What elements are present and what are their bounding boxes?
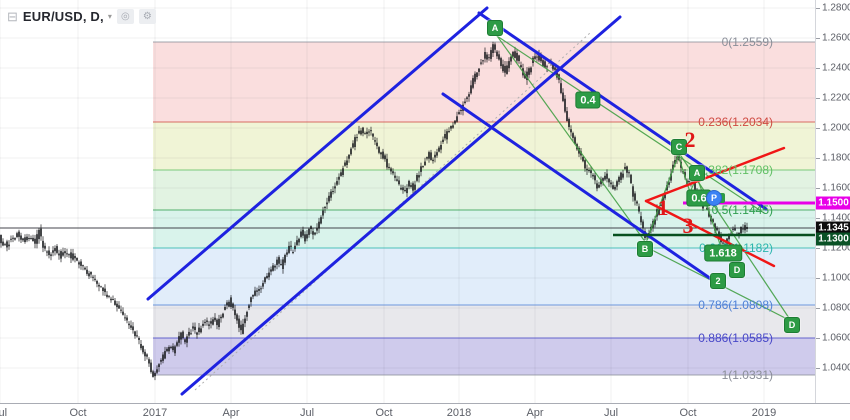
price-label-1.1500: 1.1500: [816, 196, 850, 210]
price-tick-label: 1.1000: [822, 272, 850, 284]
price-tick-mark: [816, 368, 820, 369]
price-tick-label: 1.2400: [822, 62, 850, 74]
price-tick-mark: [816, 248, 820, 249]
price-tick-mark: [816, 68, 820, 69]
price-tick-mark: [816, 188, 820, 189]
chevron-down-icon[interactable]: ▾: [107, 12, 112, 21]
symbol-legend[interactable]: ⊟ EUR/USD, D, ▾ ◎ ⚙: [7, 9, 156, 24]
price-tick-mark: [816, 158, 820, 159]
price-tick-mark: [816, 8, 820, 9]
wave-badge-a[interactable]: A: [487, 20, 503, 36]
descending-channel-lower[interactable]: [441, 92, 716, 283]
wedge-lower[interactable]: [644, 199, 776, 268]
fib-band-1: [153, 122, 815, 170]
pattern-line[interactable]: [645, 152, 680, 244]
red-wave-number-2[interactable]: 2: [684, 127, 696, 152]
time-tick-label: 2018: [446, 407, 472, 419]
price-tick-label: 1.2200: [822, 92, 850, 104]
fib-level-label[interactable]: 0.786(1.0808): [698, 298, 773, 312]
point-marker-p[interactable]: P: [706, 190, 722, 206]
ascending-channel-lower[interactable]: [180, 15, 622, 396]
red-wave-number-3[interactable]: 3: [682, 213, 694, 238]
wedge-upper[interactable]: [644, 146, 786, 203]
pattern-line[interactable]: [496, 35, 765, 214]
wave-badge-b[interactable]: B: [637, 241, 653, 257]
ascending-channel-upper[interactable]: [146, 6, 489, 301]
price-tick-mark: [816, 38, 820, 39]
price-label-1.1345: 1.1345: [816, 221, 850, 235]
wave-badge-2[interactable]: 2: [710, 273, 726, 289]
time-tick-label: Jul: [299, 407, 315, 419]
settings-gear-icon[interactable]: ⚙: [138, 9, 156, 24]
value-pill-0.4[interactable]: 0.4: [575, 91, 601, 109]
price-tick-label: 1.0400: [822, 362, 850, 374]
eye-icon[interactable]: ◎: [116, 9, 134, 24]
fib-level-label[interactable]: 0.886(1.0585): [698, 331, 773, 345]
fib-level-label[interactable]: 0.5(1.1445): [711, 203, 773, 217]
fib-level-label[interactable]: 0.236(1.2034): [698, 115, 773, 129]
time-tick-label: Jul: [0, 407, 8, 419]
pattern-line[interactable]: [678, 157, 691, 193]
price-tick-label: 1.2600: [822, 32, 850, 44]
pill-nub: [719, 193, 725, 203]
price-tick-label: 1.1600: [822, 182, 850, 194]
wave-badge-c[interactable]: C: [671, 139, 687, 155]
price-tick-label: 1.1400: [822, 212, 850, 224]
price-label-1.1300: 1.1300: [816, 232, 850, 246]
time-tick-label: 2019: [751, 407, 777, 419]
time-tick-label: Jul: [603, 407, 619, 419]
fib-band-3: [153, 210, 815, 248]
price-tick-label: 1.1800: [822, 152, 850, 164]
collapse-legend-icon[interactable]: ⊟: [7, 9, 18, 24]
price-tick-label: 1.1200: [822, 242, 850, 254]
time-tick-label: Oct: [375, 407, 393, 419]
price-tick-mark: [816, 128, 820, 129]
price-tick-mark: [816, 278, 820, 279]
time-tick-label: Oct: [69, 407, 87, 419]
time-axis[interactable]: Jul Oct 2017 Apr Jul Oct 2018 Apr Jul Oct 2019: [0, 403, 850, 420]
price-tick-mark: [816, 218, 820, 219]
symbol-title[interactable]: EUR/USD, D,: [22, 9, 104, 24]
pattern-line[interactable]: [494, 32, 647, 244]
fib-level-label[interactable]: 0(1.2559): [721, 35, 773, 49]
price-tick-label: 1.0800: [822, 302, 850, 314]
red-wave-number-1[interactable]: 1: [657, 195, 669, 220]
fib-level-label[interactable]: 0.382(1.1708): [698, 163, 773, 177]
fib-band-5: [153, 305, 815, 338]
fib-level-label[interactable]: 1(1.0331): [721, 368, 773, 382]
chart-plot-area[interactable]: 0(1.2559) 0.236(1.2034) 0.382(1.1708) 0.5(1…: [0, 0, 815, 403]
price-tick-mark: [816, 308, 820, 309]
wave-badge-a[interactable]: A: [689, 165, 705, 181]
price-tick-label: 1.2000: [822, 122, 850, 134]
price-tick-mark: [816, 98, 820, 99]
price-tick-label: 1.2800: [822, 2, 850, 14]
fib-band-6: [153, 338, 815, 375]
fib-band-0: [153, 42, 815, 122]
time-tick-label: 2017: [142, 407, 168, 419]
wave-badge-d[interactable]: D: [729, 262, 745, 278]
time-tick-label: Apr: [526, 407, 544, 419]
time-tick-label: Oct: [679, 407, 697, 419]
price-tick-mark: [816, 338, 820, 339]
wave-badge-d[interactable]: D: [784, 317, 800, 333]
price-tick-label: 1.0600: [822, 332, 850, 344]
price-axis[interactable]: 1.2800 1.2600 1.2400 1.2200 1.2000 1.1800 1.16…: [815, 0, 850, 403]
descending-channel-upper[interactable]: [477, 11, 768, 211]
time-tick-label: Apr: [222, 407, 240, 419]
value-pill-1.618[interactable]: 1.618: [704, 244, 742, 262]
